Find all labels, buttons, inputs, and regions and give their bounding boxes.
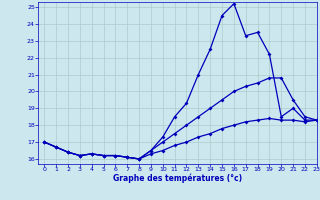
X-axis label: Graphe des températures (°c): Graphe des températures (°c) bbox=[113, 174, 242, 183]
